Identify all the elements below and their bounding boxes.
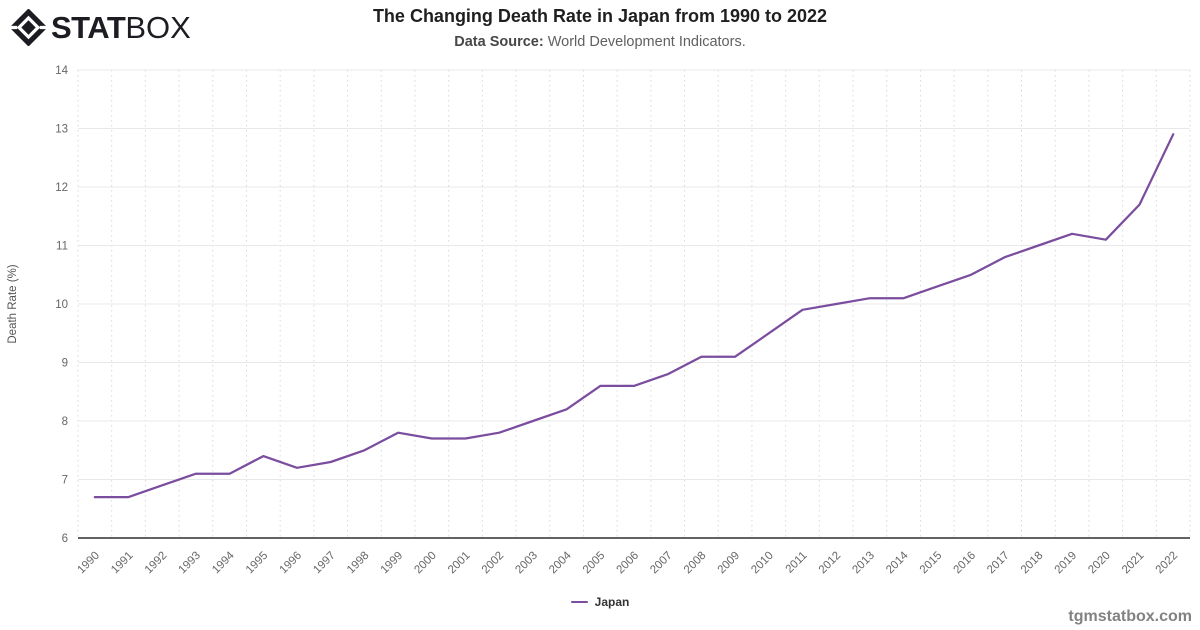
x-tick-label: 2000 — [412, 550, 439, 577]
x-tick-label: 2022 — [1154, 550, 1181, 577]
x-tick-label: 2013 — [850, 550, 877, 577]
x-tick-label: 2005 — [581, 550, 608, 577]
x-tick-label: 2020 — [1086, 550, 1113, 577]
x-tick-label: 1996 — [278, 550, 305, 577]
data-source-label: Data Source: — [454, 34, 544, 50]
x-tick-label: 2001 — [446, 550, 473, 577]
y-axis-title: Death Rate (%) — [7, 264, 19, 343]
x-tick-label: 1995 — [244, 550, 271, 577]
x-tick-label: 2019 — [1053, 550, 1080, 577]
x-tick-label: 2010 — [749, 550, 776, 577]
x-tick-label: 2016 — [952, 550, 979, 577]
line-chart: 6 7 8 9 10 11 12 13 14 1990 1991 1992 1993 1994 1995 19… — [7, 65, 1191, 577]
x-tick-label: 2004 — [547, 549, 574, 576]
legend-swatch-japan — [570, 600, 588, 604]
brand-text: STATBOX — [51, 9, 191, 45]
chart-subtitle: Data Source: World Development Indicator… — [0, 34, 1200, 50]
x-tick-label: 1992 — [143, 550, 170, 577]
x-tick-label: 2003 — [513, 550, 540, 577]
data-source-text: World Development Indicators. — [543, 34, 746, 50]
y-tick-label: 8 — [62, 416, 68, 428]
legend-label-japan: Japan — [594, 595, 630, 609]
diamond-in-diamond-icon — [10, 9, 47, 46]
x-tick-label: 2006 — [615, 550, 642, 577]
y-tick-label: 11 — [56, 241, 68, 253]
x-tick-label: 2015 — [918, 550, 945, 577]
x-tick-label: 2021 — [1120, 550, 1147, 577]
y-tick-label: 14 — [55, 65, 68, 77]
statbox-logo: STATBOX — [10, 9, 191, 46]
x-tick-label: 2008 — [682, 550, 709, 577]
x-tick-label: 2002 — [480, 550, 507, 577]
y-tick-label: 9 — [62, 358, 68, 370]
watermark: tgmstatbox.com — [1068, 608, 1192, 625]
x-tick-label: 1993 — [176, 550, 203, 577]
x-tick-label: 2017 — [985, 550, 1012, 577]
x-tick-label: 2012 — [817, 550, 844, 577]
brand-text-box: BOX — [125, 9, 191, 45]
y-tick-label: 6 — [62, 533, 68, 545]
x-tick-label: 2009 — [716, 550, 743, 577]
header: The Changing Death Rate in Japan from 19… — [0, 6, 1200, 50]
brand-text-stat: STAT — [51, 9, 126, 45]
x-tick-label: 2014 — [884, 549, 911, 576]
x-tick-label: 2007 — [648, 550, 675, 577]
y-tick-label: 13 — [55, 124, 68, 136]
legend: Japan — [0, 595, 1200, 609]
chart-title: The Changing Death Rate in Japan from 19… — [372, 6, 828, 26]
x-tick-label: 1990 — [75, 550, 102, 577]
y-tick-label: 12 — [55, 182, 68, 194]
x-tick-label: 1998 — [345, 550, 372, 577]
series-line-japan — [93, 133, 1175, 499]
x-tick-label: 1994 — [210, 549, 237, 576]
x-tick-label: 1991 — [109, 550, 136, 577]
x-tick-label: 2011 — [784, 550, 810, 576]
y-tick-label: 7 — [62, 475, 68, 487]
x-tick-label: 1997 — [311, 550, 338, 577]
x-tick-label: 1999 — [379, 550, 406, 577]
y-tick-label: 10 — [55, 299, 68, 311]
x-tick-label: 2018 — [1019, 550, 1046, 577]
